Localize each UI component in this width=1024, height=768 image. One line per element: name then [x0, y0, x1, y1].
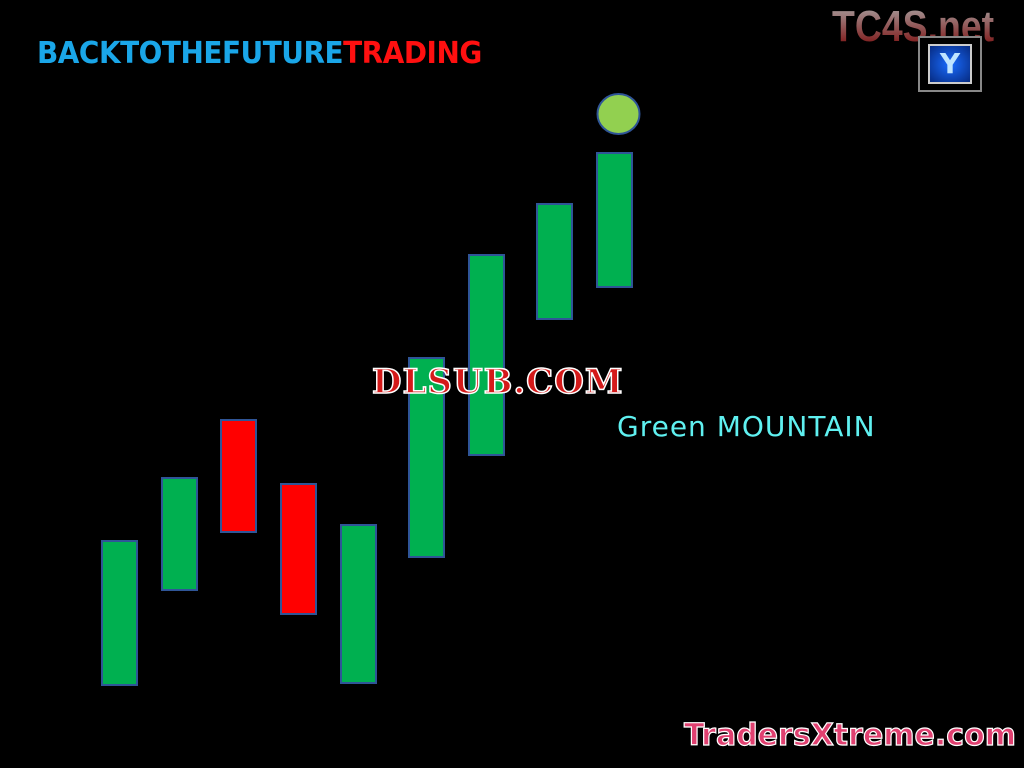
annotation-word-1: Green	[617, 410, 707, 443]
green-mountain-label: Green MOUNTAIN	[617, 410, 876, 443]
annotation-word-2: MOUNTAIN	[716, 410, 876, 443]
title-part-1: BACKTOTHEFUTURE	[37, 36, 344, 71]
candle-bar-2-green	[161, 477, 198, 591]
candle-bar-7-green	[468, 254, 505, 456]
signal-dot-marker	[596, 93, 641, 135]
candle-bar-9-green	[596, 152, 633, 288]
page-title: BACKTOTHEFUTURETRADING	[37, 36, 482, 71]
dlsub-watermark: DLSUB.COM	[371, 361, 624, 403]
candle-bar-3-red	[220, 419, 257, 533]
candle-bar-5-green	[340, 524, 377, 684]
y-logo-icon: Y	[928, 44, 972, 84]
tradersxtreme-watermark: TradersXtreme.com	[683, 717, 1016, 753]
title-part-2: TRADING	[343, 36, 482, 71]
logo-badge: Y	[918, 36, 982, 92]
candle-bar-8-green	[536, 203, 573, 320]
candle-bar-1-green	[101, 540, 138, 686]
candle-bar-4-red	[280, 483, 317, 615]
candle-bar-6-green	[408, 357, 445, 558]
